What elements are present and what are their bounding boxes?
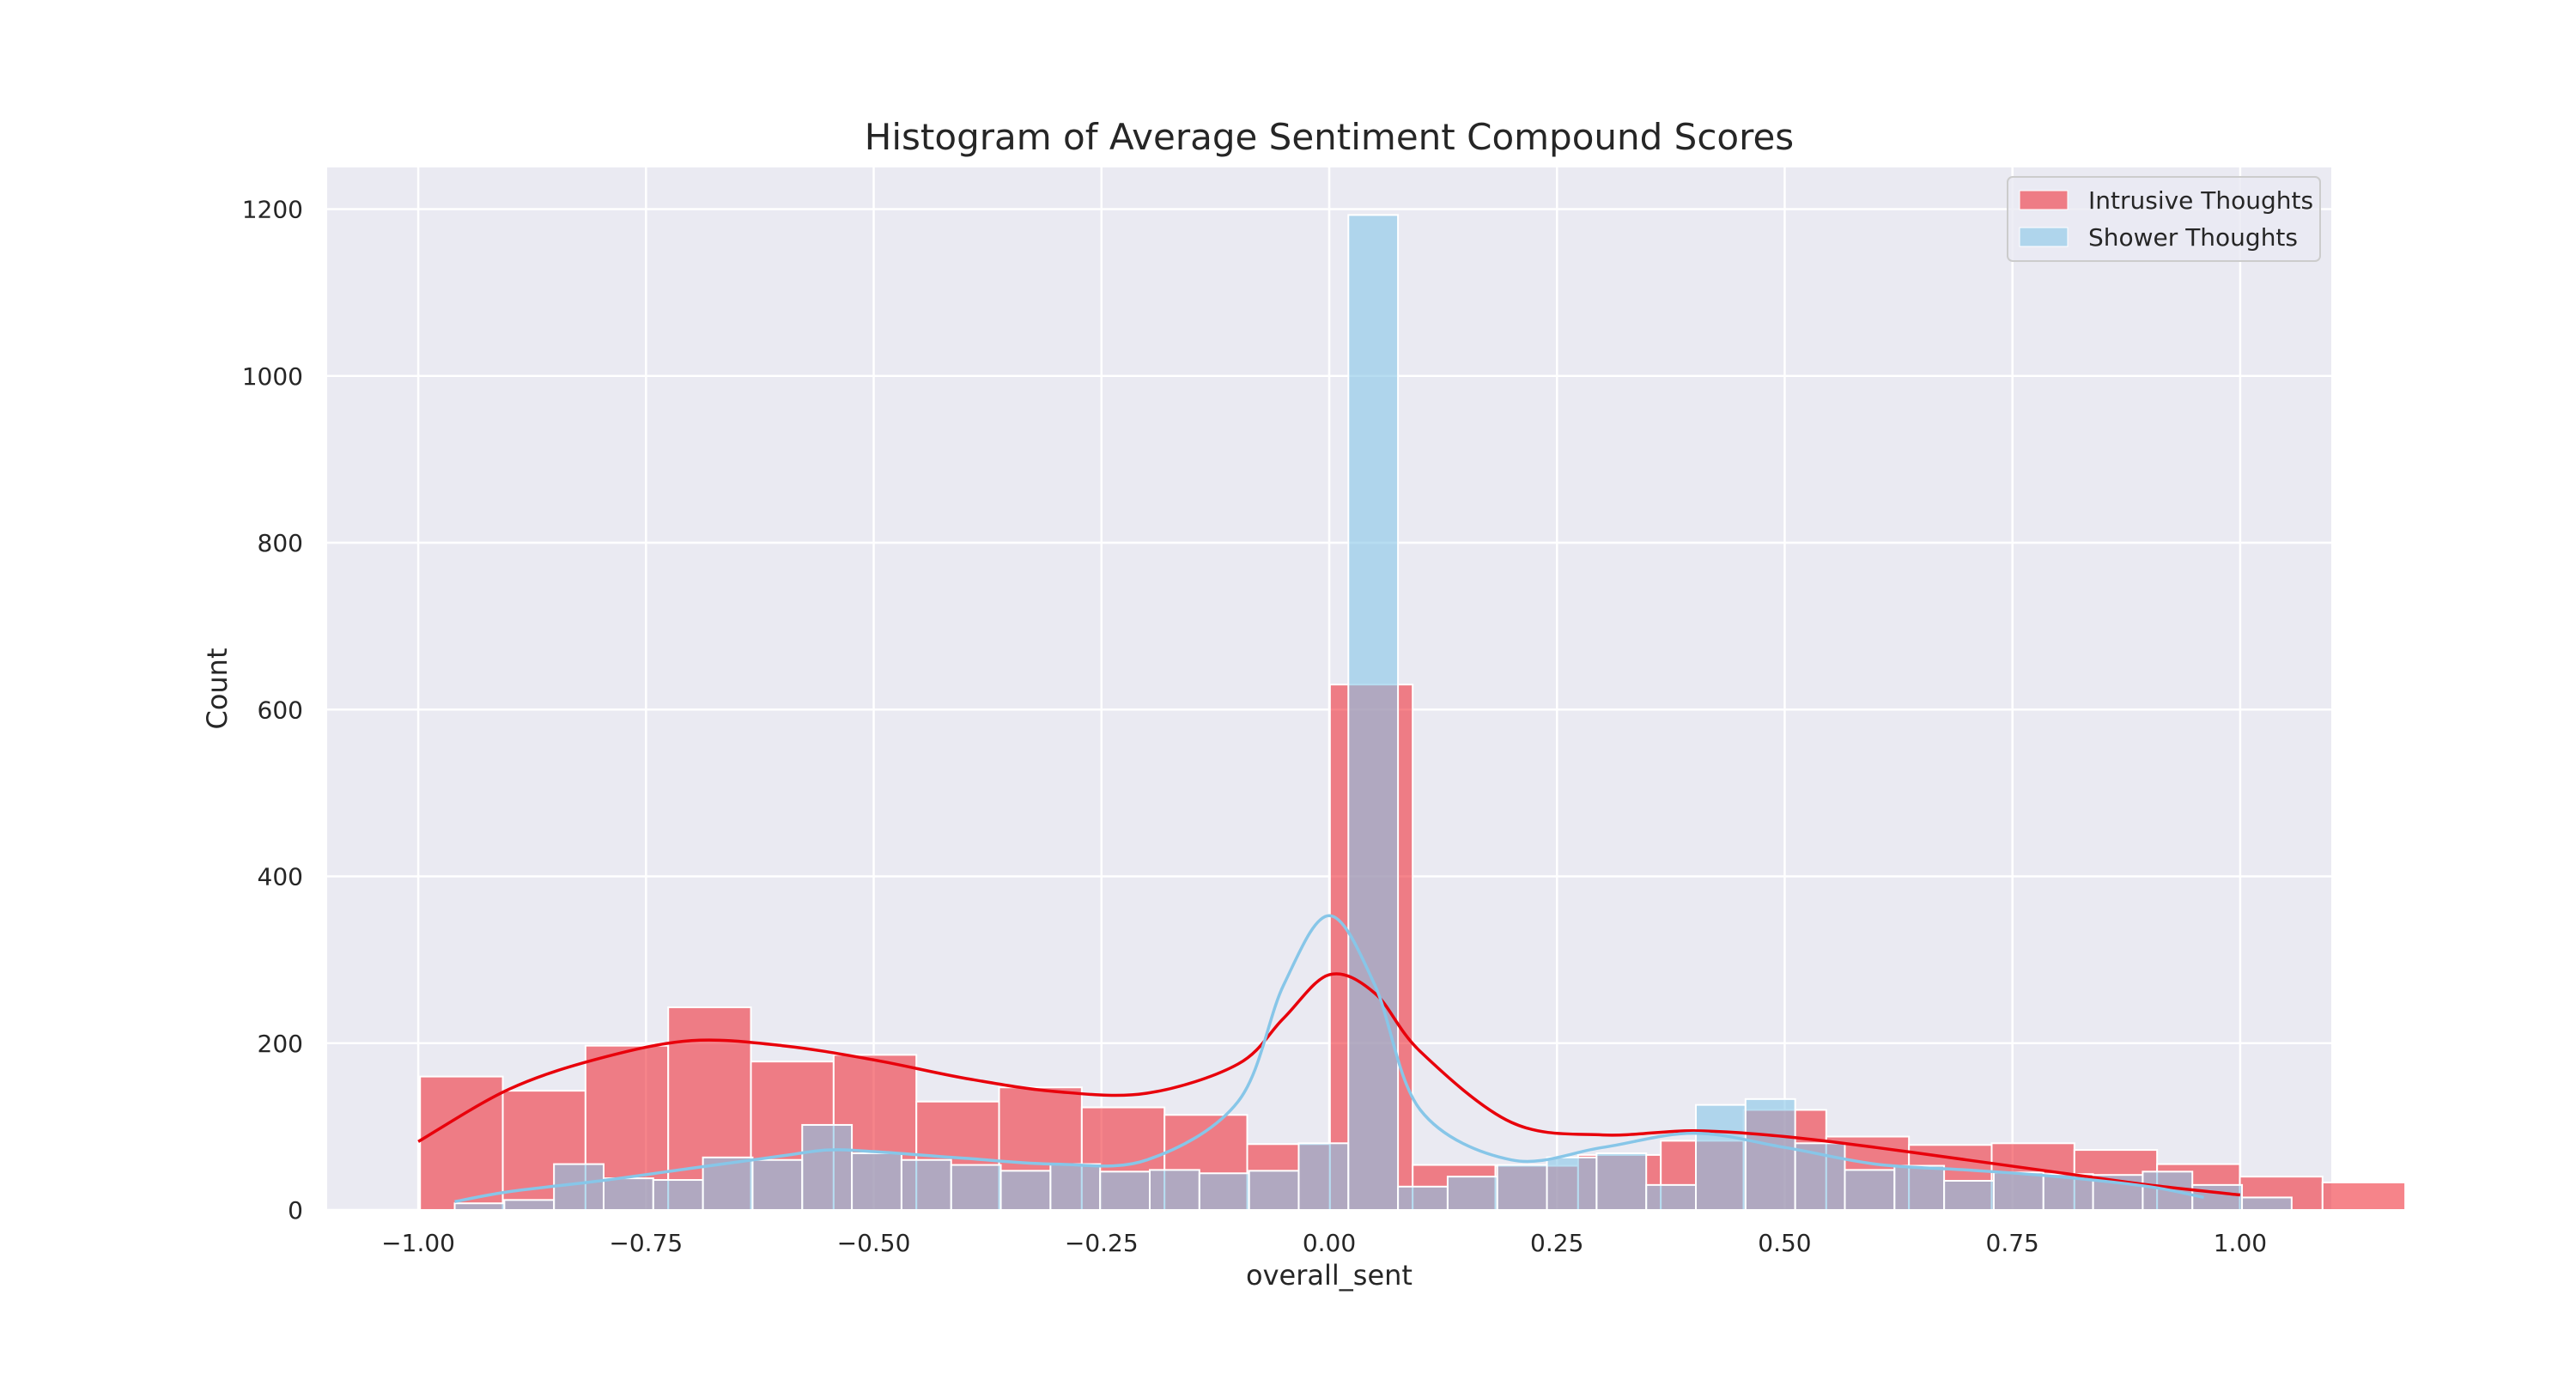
shower-thoughts-bar [1149, 1169, 1200, 1212]
x-axis-ticks: −1.00 −0.75 −0.50 −0.25 0.00 0.25 0.50 0.75 1.00 [381, 1229, 2267, 1257]
shower-thoughts-bar [1297, 1142, 1350, 1211]
intrusive-thoughts-kde-line [417, 972, 2241, 1197]
shower-thoughts-bar [2241, 1196, 2293, 1212]
x-axis-label: overall_sent [1246, 1259, 1413, 1292]
shower-thoughts-bar [1496, 1164, 1548, 1211]
shower-thoughts-bar [1446, 1176, 1498, 1211]
legend: Intrusive Thoughts Shower Thoughts [2007, 176, 2321, 262]
shower-thoughts-bar [1198, 1172, 1250, 1212]
shower-thoughts-bar [1397, 1185, 1449, 1211]
intrusive-thoughts-bar [419, 1075, 504, 1212]
y-tick-label: 1200 [242, 196, 303, 224]
shower-thoughts-bars [453, 214, 2293, 1212]
y-axis-label: Count [201, 647, 234, 729]
shower-thoughts-bar [1695, 1103, 1747, 1211]
shower-thoughts-bar [999, 1170, 1052, 1212]
shower-thoughts-bar [553, 1163, 605, 1211]
chart-title: Histogram of Average Sentiment Compound … [865, 116, 1794, 158]
shower-thoughts-bar [1943, 1180, 1995, 1212]
shower-thoughts-bar [801, 1123, 854, 1212]
legend-label-shower: Shower Thoughts [2088, 223, 2298, 252]
shower-thoughts-bar [950, 1164, 1002, 1211]
legend-swatch-shower [2019, 227, 2069, 247]
legend-box [2007, 176, 2321, 262]
legend-swatch-intrusive [2019, 190, 2069, 210]
x-tick-label: 0.50 [1758, 1229, 1811, 1257]
shower-thoughts-bar [1049, 1163, 1102, 1211]
x-tick-label: −0.25 [1065, 1229, 1139, 1257]
shower-thoughts-bar [1248, 1170, 1300, 1212]
y-tick-label: 200 [258, 1030, 303, 1058]
x-tick-label: 0.75 [1986, 1229, 2039, 1257]
x-tick-label: 0.00 [1303, 1229, 1356, 1257]
shower-thoughts-bar [1595, 1152, 1648, 1211]
shower-thoughts-bar [900, 1158, 952, 1212]
shower-thoughts-bar [1992, 1171, 2044, 1212]
x-tick-label: 0.25 [1530, 1229, 1583, 1257]
shower-thoughts-bar [503, 1199, 556, 1211]
x-tick-label: −0.75 [609, 1229, 683, 1257]
x-tick-label: 1.00 [2214, 1229, 2267, 1257]
shower-thoughts-bar [751, 1158, 804, 1212]
intrusive-thoughts-bar [2321, 1181, 2407, 1212]
y-tick-label: 1000 [242, 362, 303, 391]
legend-label-intrusive: Intrusive Thoughts [2088, 186, 2313, 215]
shower-thoughts-bar [1645, 1183, 1698, 1212]
x-tick-label: −1.00 [381, 1229, 455, 1257]
x-tick-label: −0.50 [837, 1229, 911, 1257]
shower-thoughts-bar [851, 1152, 902, 1211]
shower-thoughts-bar [1794, 1142, 1846, 1211]
shower-thoughts-bar [1744, 1097, 1796, 1212]
shower-thoughts-bar [1099, 1170, 1151, 1212]
shower-thoughts-bar [1844, 1169, 1896, 1212]
shower-thoughts-bar [1546, 1156, 1598, 1212]
y-tick-label: 600 [258, 696, 303, 724]
y-axis-ticks: 0 200 400 600 800 1000 1200 [242, 196, 303, 1225]
y-tick-label: 0 [288, 1196, 303, 1225]
y-tick-label: 800 [258, 529, 303, 557]
shower-thoughts-kde-line [454, 914, 2204, 1204]
shower-thoughts-bar [652, 1179, 704, 1211]
shower-thoughts-bar [453, 1202, 506, 1211]
shower-thoughts-bar [1347, 214, 1400, 1211]
y-tick-label: 400 [258, 863, 303, 891]
shower-thoughts-bar [1893, 1164, 1946, 1211]
shower-thoughts-bar [602, 1177, 654, 1211]
